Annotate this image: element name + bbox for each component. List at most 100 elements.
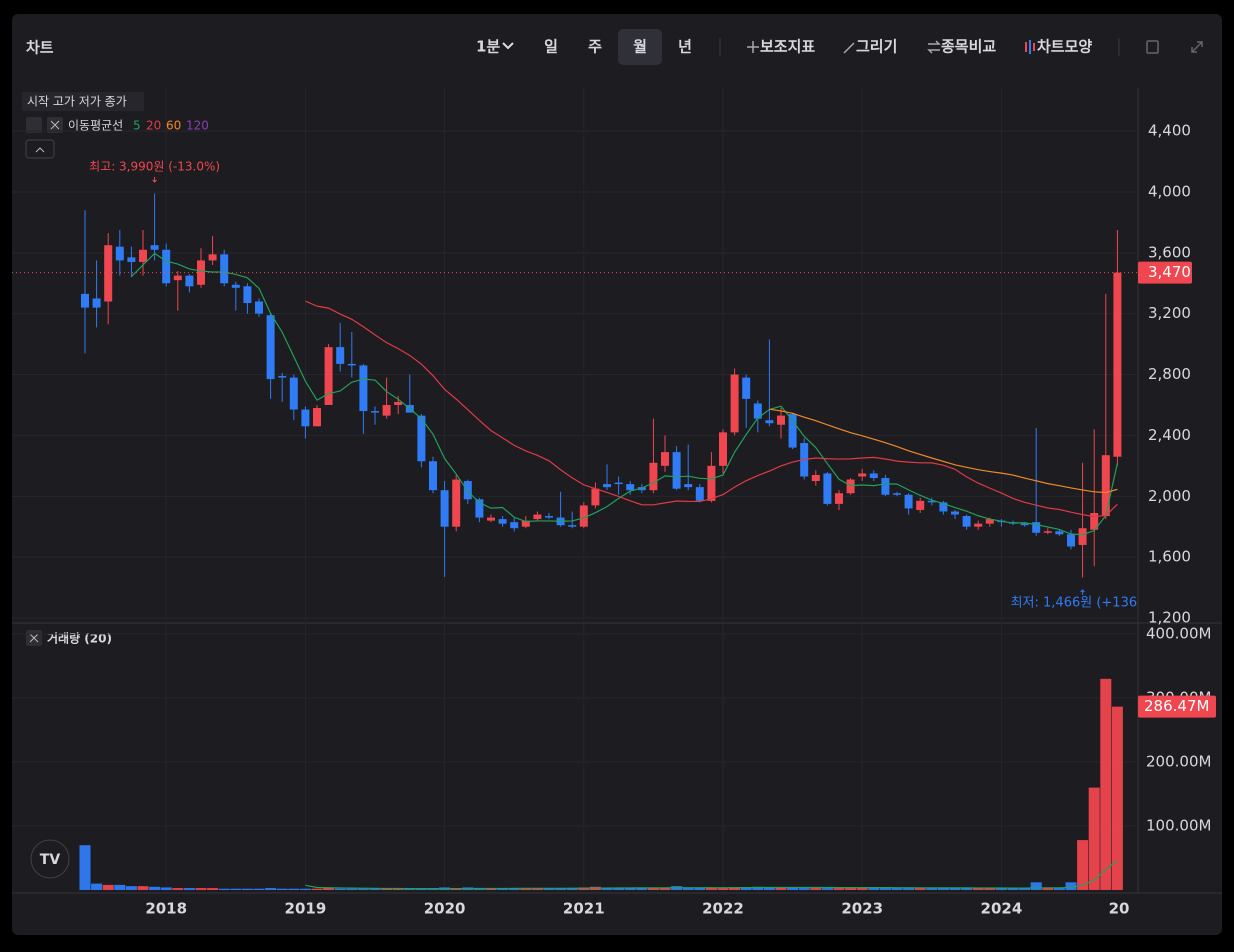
ohlc-legend: 시작 고가 저가 종가 <box>27 95 127 109</box>
volume-bar <box>183 888 195 890</box>
moving-average <box>769 408 1118 494</box>
volume-bar <box>903 888 915 890</box>
volume-bar <box>508 888 520 890</box>
candle-body <box>429 461 437 491</box>
candle-body <box>162 249 171 284</box>
candle-body <box>893 493 901 495</box>
period-button[interactable]: 년 <box>678 38 692 56</box>
candle-body <box>649 462 658 491</box>
candle-body <box>916 500 925 510</box>
candle-body <box>858 473 867 477</box>
candle-body <box>579 505 588 527</box>
candle-body <box>220 254 229 284</box>
candle-body <box>626 484 635 491</box>
candle-body <box>788 414 797 448</box>
y-tick-label: 4,000 <box>1148 182 1191 200</box>
candle-body <box>962 516 971 527</box>
candle-body <box>127 257 136 262</box>
candle-body <box>475 499 484 518</box>
candle-body <box>614 482 623 485</box>
plus-icon <box>747 41 759 53</box>
x-tick-label: 2021 <box>563 900 605 918</box>
period-button[interactable]: 일 <box>544 38 558 56</box>
volume-bar <box>114 884 126 890</box>
interval-button[interactable]: 1분 <box>476 38 500 56</box>
ma-legend-period: 60 <box>166 119 181 133</box>
volume-bar <box>566 888 578 890</box>
x-mark <box>50 120 60 130</box>
volume-bar <box>555 888 567 890</box>
volume-bar <box>79 845 91 890</box>
tool-button[interactable]: 보조지표 <box>760 38 815 56</box>
candle-body <box>289 377 298 410</box>
candle-body <box>336 347 345 364</box>
volume-bar <box>427 888 439 890</box>
volume-bar <box>160 887 172 890</box>
max-annotation: 최고: 3,990원 (-13.0%) <box>89 160 220 174</box>
last-price-box <box>1138 261 1192 284</box>
collapse-button[interactable] <box>25 139 55 159</box>
volume-bar <box>381 888 393 890</box>
y-tick-label: 1,200 <box>1148 609 1191 627</box>
candle-body <box>324 347 333 405</box>
volume-tick-label: 100.00M <box>1146 817 1211 835</box>
volume-bar <box>415 888 427 890</box>
y-tick-label: 3,200 <box>1148 304 1191 322</box>
volume-bar <box>369 888 381 890</box>
candle-body <box>881 478 890 495</box>
candle-body <box>730 374 739 433</box>
candle-body <box>684 484 693 488</box>
moving-average <box>305 300 1118 518</box>
ma-legend-period: 120 <box>186 119 209 133</box>
candle-body <box>463 481 472 500</box>
candle-body <box>301 409 310 427</box>
volume-bar <box>937 888 949 890</box>
candle-body <box>452 479 461 527</box>
volume-bar <box>218 888 230 890</box>
delete-icon[interactable] <box>1146 40 1159 54</box>
volume-bar <box>323 888 335 890</box>
candle-body <box>985 519 994 524</box>
candle-body <box>81 293 89 308</box>
tool-button[interactable]: 차트모양 <box>1037 38 1092 56</box>
period-button[interactable]: 주 <box>588 38 602 56</box>
volume-bar <box>949 888 961 890</box>
volume-bar <box>845 888 857 890</box>
volume-bar <box>624 887 636 890</box>
last-price-label: 3,470 <box>1148 263 1191 281</box>
expand-icon[interactable] <box>1191 41 1203 53</box>
volume-bar <box>833 888 845 890</box>
volume-bar <box>543 888 555 890</box>
candle-body <box>510 522 519 529</box>
volume-bar <box>392 888 404 890</box>
volume-bar <box>1088 787 1100 890</box>
volume-bar <box>172 888 184 890</box>
candle-body <box>104 245 113 302</box>
tool-button[interactable]: 종목비교 <box>941 38 996 56</box>
volume-bar <box>1007 888 1019 890</box>
volume-bar <box>485 888 497 890</box>
dropdown-icon <box>502 42 514 50</box>
candle-body <box>266 315 275 380</box>
candle-body <box>173 275 182 281</box>
volume-bar <box>241 888 253 890</box>
candle-body <box>603 484 611 488</box>
candle-body <box>185 275 194 287</box>
volume-plot <box>79 678 1123 890</box>
candle-body <box>568 525 577 527</box>
x-mark <box>29 633 39 643</box>
candle-body <box>661 452 669 466</box>
volume-bar <box>995 888 1007 890</box>
last-volume-box <box>1138 695 1216 718</box>
candle-body <box>777 415 785 425</box>
candle-body <box>487 517 495 521</box>
volume-bar <box>682 887 694 890</box>
candle-body <box>533 514 542 520</box>
volume-bar <box>787 887 799 890</box>
period-button[interactable]: 월 <box>633 38 647 56</box>
hide-icon[interactable] <box>26 117 42 133</box>
tool-button[interactable]: 그리기 <box>856 38 897 56</box>
candle-body <box>1055 531 1064 535</box>
candle-body <box>1101 455 1110 517</box>
